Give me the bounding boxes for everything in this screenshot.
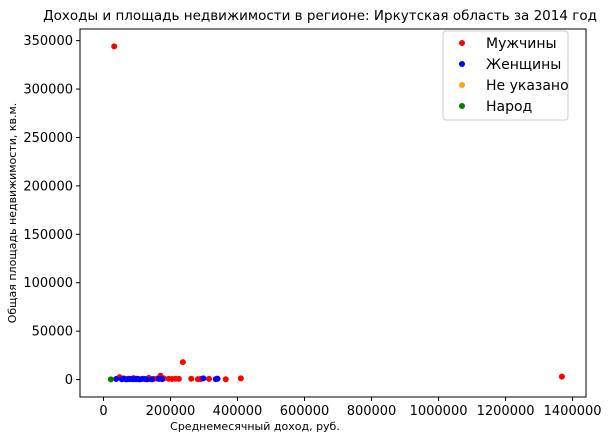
- legend-entry: Мужчины: [486, 36, 557, 52]
- y-tick-label: 0: [65, 373, 73, 388]
- x-tick-label: 1000000: [410, 404, 468, 419]
- x-tick-label: 0: [99, 404, 107, 419]
- legend-entry: Не указано: [486, 78, 569, 94]
- y-tick-label: 100000: [23, 276, 73, 291]
- legend-marker: [459, 61, 465, 67]
- legend-marker: [459, 103, 465, 109]
- data-point: [222, 376, 229, 383]
- legend-entry: Женщины: [486, 57, 561, 73]
- legend: Мужчины Женщины Не указано Народ: [442, 30, 569, 121]
- y-tick-label: 200000: [23, 179, 73, 194]
- x-tick-label: 1200000: [477, 404, 535, 419]
- data-point: [159, 376, 166, 383]
- data-point: [237, 375, 244, 382]
- data-points: [107, 43, 565, 383]
- data-point: [214, 375, 221, 382]
- y-tick-label: 150000: [23, 228, 73, 243]
- data-point: [113, 375, 120, 382]
- data-point: [175, 375, 182, 382]
- data-point: [179, 359, 186, 366]
- data-point: [149, 376, 156, 383]
- legend-box: [442, 30, 569, 121]
- y-axis-label: Общая площадь недвижимости, кв.м.: [6, 103, 19, 324]
- legend-entry: Народ: [486, 99, 532, 115]
- data-point: [558, 373, 565, 380]
- data-point: [144, 376, 151, 383]
- legend-marker: [459, 82, 465, 88]
- chart-title: Доходы и площадь недвижимости в регионе:…: [43, 8, 597, 24]
- y-tick-label: 250000: [23, 131, 73, 146]
- x-tick-label: 200000: [146, 404, 196, 419]
- data-point: [107, 376, 114, 383]
- y-axis: 0 50000 100000 150000 200000 250000 300000 3500…: [23, 34, 80, 388]
- x-axis-label: Среднемесячный доход, руб.: [170, 420, 340, 433]
- x-tick-label: 800000: [347, 404, 397, 419]
- data-point: [200, 375, 207, 382]
- x-axis: 0 200000 400000 600000 800000 1000000 1200000 1…: [99, 397, 602, 419]
- data-point: [188, 375, 195, 382]
- x-tick-label: 400000: [213, 404, 263, 419]
- legend-marker: [459, 40, 465, 46]
- x-tick-label: 600000: [280, 404, 330, 419]
- y-tick-label: 350000: [23, 34, 73, 49]
- data-point: [111, 43, 118, 50]
- y-tick-label: 300000: [23, 83, 73, 98]
- x-tick-label: 1400000: [544, 404, 602, 419]
- data-point: [206, 375, 213, 382]
- y-tick-label: 50000: [32, 325, 73, 340]
